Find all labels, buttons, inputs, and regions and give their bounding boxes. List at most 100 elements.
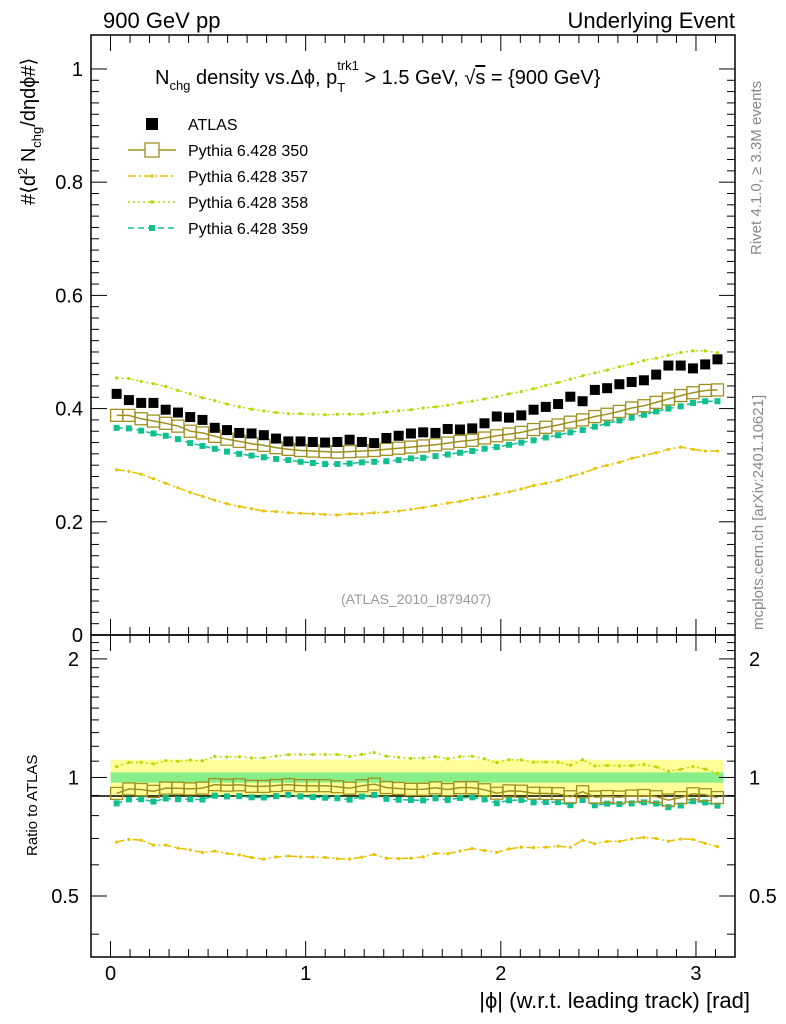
ratio-point-3 — [384, 754, 389, 758]
main-atlas-point — [356, 436, 367, 447]
ratio-point-3 — [409, 756, 413, 760]
ratio-point-3 — [654, 765, 658, 769]
ratio-y-tick-label: 1 — [68, 767, 79, 789]
ratio-point-3 — [127, 760, 131, 765]
ratio-point-2 — [151, 843, 156, 847]
main-atlas-point — [332, 436, 343, 447]
main-atlas-point — [712, 354, 723, 365]
main-point-4 — [616, 417, 623, 424]
ratio-point-3 — [703, 767, 707, 771]
ratio-point-3 — [568, 763, 572, 767]
main-point-4 — [481, 445, 488, 452]
main-point-2 — [335, 513, 339, 517]
header-left: 900 GeV pp — [103, 8, 220, 33]
ratio-point-2 — [348, 857, 352, 861]
ratio-point-2 — [642, 835, 646, 839]
main-point-2 — [568, 474, 572, 479]
ratio-axis-ticks: 0.5 0.5 1 1 2 2 — [51, 635, 777, 957]
main-point-4 — [346, 460, 353, 467]
ratio-point-3 — [507, 758, 511, 762]
main-point-3 — [568, 377, 572, 381]
ratio-point-2 — [176, 846, 180, 850]
main-point-3 — [360, 412, 364, 416]
main-point-3 — [213, 399, 217, 403]
main-point-3 — [666, 353, 671, 357]
main-point-3 — [593, 371, 597, 375]
main-point-2 — [617, 460, 621, 464]
x-tick-label: 3 — [690, 963, 701, 985]
main-point-4 — [444, 451, 451, 458]
ratio-point-1 — [710, 790, 725, 805]
ratio-point-4 — [702, 799, 709, 806]
main-point-4 — [493, 444, 500, 451]
ratio-line-2 — [116, 836, 718, 860]
main-point-4 — [113, 424, 120, 431]
main-point-3 — [580, 374, 585, 378]
ylabel-b: N — [18, 148, 40, 168]
main-atlas-point — [295, 436, 306, 447]
ratio-point-4 — [420, 797, 427, 804]
main-atlas-point — [589, 384, 600, 395]
legend-label: Pythia 6.428 357 — [188, 169, 308, 186]
ratio-panel: 0.5 0.5 1 1 2 2 — [51, 634, 777, 958]
main-axis-ticks: 0 0.2 0.4 0.6 0.8 1 — [55, 35, 735, 647]
ratio-point-4 — [432, 795, 439, 802]
main-point-4 — [273, 455, 280, 462]
ratio-point-3 — [691, 764, 695, 769]
ratio-point-2 — [409, 856, 413, 860]
main-point-2 — [630, 456, 634, 460]
ratio-point-3 — [617, 764, 621, 768]
legend-label: Pythia 6.428 358 — [188, 195, 308, 212]
ratio-point-2 — [397, 857, 401, 861]
ratio-point-4 — [640, 799, 647, 806]
main-point-3 — [188, 392, 192, 396]
main-point-3 — [151, 382, 156, 386]
x-tick-label: 0 — [105, 963, 116, 985]
ratio-point-2 — [384, 856, 389, 860]
main-point-4 — [260, 454, 267, 461]
main-point-3 — [335, 412, 339, 416]
ratio-point-3 — [274, 754, 278, 758]
main-point-3 — [286, 412, 290, 416]
main-point-4 — [248, 452, 255, 459]
main-point-3 — [176, 388, 180, 393]
ylabel-a: #⟨d — [18, 175, 40, 205]
ratio-point-3 — [433, 755, 438, 759]
ratio-point-3 — [666, 769, 671, 773]
main-point-2 — [384, 510, 389, 514]
main-line-2 — [116, 446, 718, 516]
main-point-3 — [127, 376, 131, 381]
main-point-2 — [605, 463, 609, 467]
main-point-4 — [604, 420, 611, 427]
main-point-4 — [285, 457, 292, 464]
main-point-4 — [579, 427, 586, 434]
ratio-point-2 — [568, 845, 572, 849]
main-point-2 — [249, 507, 254, 511]
ratio-point-3 — [151, 762, 156, 766]
main-point-4 — [236, 450, 243, 457]
main-point-3 — [470, 399, 474, 403]
main-atlas-point — [136, 397, 147, 408]
ratio-point-3 — [262, 756, 266, 760]
ratio-point-4 — [567, 802, 574, 809]
main-atlas-point — [307, 436, 318, 447]
ratio-point-4 — [456, 794, 463, 801]
ratio-point-3 — [237, 755, 241, 759]
main-point-4 — [407, 455, 414, 462]
ratio-point-3 — [372, 751, 376, 755]
main-atlas-point — [344, 434, 355, 445]
ratio-point-3 — [421, 756, 425, 760]
main-atlas-point — [148, 397, 159, 408]
main-atlas-point — [553, 399, 564, 410]
main-atlas-point — [504, 412, 515, 423]
main-atlas-point — [258, 430, 269, 441]
x-tick-label: 1 — [300, 963, 311, 985]
ratio-point-2 — [556, 844, 560, 848]
main-point-2 — [298, 511, 303, 515]
ratio-point-4 — [113, 800, 120, 807]
main-atlas-point — [442, 423, 453, 434]
main-point-4 — [506, 441, 513, 448]
main-point-4 — [395, 457, 402, 464]
ratio-point-4 — [444, 797, 451, 804]
main-point-3 — [544, 383, 548, 387]
